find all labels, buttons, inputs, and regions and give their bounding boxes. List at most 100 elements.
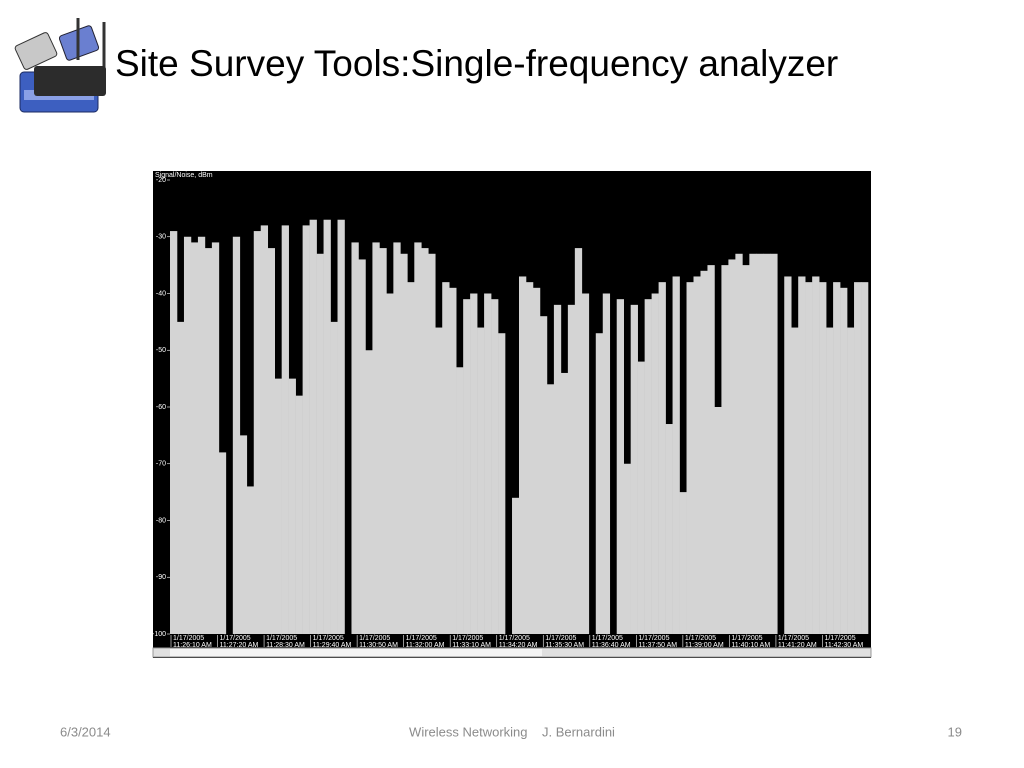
x-tick-date: 1/17/2005	[731, 635, 762, 642]
signal-bar	[595, 333, 604, 634]
signal-bar	[295, 395, 303, 634]
signal-bar	[728, 259, 736, 634]
signal-bar	[463, 299, 471, 634]
signal-bar	[239, 435, 248, 634]
x-tick-time: 11:34:20 AM	[499, 642, 538, 649]
signal-bar	[658, 282, 666, 634]
signal-bar	[170, 231, 178, 634]
y-tick-label: -70	[156, 461, 166, 468]
signal-bar	[407, 282, 415, 634]
signal-bar	[316, 253, 324, 634]
signal-bar	[553, 304, 562, 634]
signal-bar	[735, 253, 743, 634]
signal-bar	[183, 236, 192, 634]
x-tick-time: 11:37:50 AM	[638, 642, 677, 649]
signal-bar	[525, 282, 534, 634]
signal-bar	[672, 276, 680, 634]
signal-bar	[421, 248, 429, 634]
router-icon	[14, 18, 106, 113]
signal-bar	[512, 497, 520, 634]
x-tick-date: 1/17/2005	[592, 635, 623, 642]
signal-bar	[805, 282, 813, 634]
footer-page: 19	[948, 724, 962, 739]
y-tick-label: -100	[152, 631, 166, 638]
y-tick-label: -30	[156, 234, 166, 241]
signal-bar	[840, 287, 848, 634]
x-tick-time: 11:30:50 AM	[359, 642, 398, 649]
signal-bar	[791, 327, 799, 634]
x-tick-date: 1/17/2005	[452, 635, 483, 642]
signal-bar	[651, 293, 659, 634]
x-tick-time: 11:29:40 AM	[313, 642, 352, 649]
signal-bar	[756, 253, 764, 634]
signal-bar	[784, 276, 792, 634]
signal-bar	[693, 276, 701, 634]
signal-bar	[204, 248, 213, 634]
y-tick-label: -80	[156, 517, 166, 524]
signal-bar	[763, 253, 771, 634]
x-tick-date: 1/17/2005	[173, 635, 204, 642]
signal-bar	[833, 282, 841, 634]
signal-bar	[309, 219, 317, 634]
signal-bar	[281, 225, 289, 634]
signal-bar	[826, 327, 834, 634]
signal-bar	[539, 316, 548, 634]
signal-bar	[372, 242, 380, 635]
signal-bar	[714, 407, 722, 634]
signal-bar	[232, 236, 241, 634]
x-tick-date: 1/17/2005	[406, 635, 437, 642]
signal-bar	[365, 350, 373, 634]
x-tick-date: 1/17/2005	[685, 635, 716, 642]
signal-bar	[379, 248, 387, 634]
signal-bar	[323, 219, 331, 634]
signal-bar	[665, 424, 673, 634]
x-tick-time: 11:36:40 AM	[592, 642, 631, 649]
x-tick-time: 11:42:30 AM	[824, 642, 863, 649]
signal-bar	[386, 293, 394, 634]
signal-bar	[812, 276, 820, 634]
signal-bar	[218, 452, 227, 634]
signal-bar	[211, 242, 220, 635]
signal-bar	[260, 225, 269, 634]
x-tick-date: 1/17/2005	[266, 635, 297, 642]
signal-bar	[393, 242, 401, 635]
signal-bar	[574, 248, 583, 634]
x-tick-time: 11:33:10 AM	[452, 642, 491, 649]
x-tick-time: 11:28:30 AM	[266, 642, 305, 649]
scrollbar-thumb	[170, 649, 542, 656]
signal-bar	[847, 327, 855, 634]
x-tick-time: 11:27:20 AM	[220, 642, 259, 649]
signal-bar	[491, 299, 499, 634]
signal-bar	[470, 293, 478, 634]
x-tick-date: 1/17/2005	[313, 635, 344, 642]
signal-bar	[686, 282, 694, 634]
signal-bar	[644, 299, 652, 634]
signal-bar	[700, 270, 708, 634]
signal-bar	[707, 265, 715, 634]
signal-bar	[253, 231, 262, 634]
plot: -20-30-40-50-60-70-80-90-1001/17/200511:…	[152, 177, 869, 649]
y-tick-label: -60	[156, 404, 166, 411]
signal-bar	[567, 304, 576, 634]
x-tick-date: 1/17/2005	[824, 635, 855, 642]
signal-bar	[854, 282, 862, 634]
x-tick-time: 11:39:00 AM	[685, 642, 724, 649]
y-axis-label: Signal/Noise, dBm	[155, 172, 213, 179]
signal-bar	[351, 242, 359, 635]
signal-bar	[679, 492, 687, 634]
signal-bar	[742, 265, 750, 634]
x-tick-time: 11:40:10 AM	[731, 642, 770, 649]
x-tick-date: 1/17/2005	[359, 635, 390, 642]
signal-bar	[337, 219, 345, 634]
signal-bar	[414, 242, 422, 635]
signal-bar	[602, 293, 611, 634]
x-tick-date: 1/17/2005	[220, 635, 251, 642]
signal-bar	[428, 253, 436, 634]
signal-bar	[176, 321, 185, 634]
signal-bar	[288, 378, 296, 634]
footer-center: Wireless Networking J. Bernardini	[409, 724, 615, 739]
signal-bar	[400, 253, 408, 634]
x-tick-date: 1/17/2005	[778, 635, 809, 642]
